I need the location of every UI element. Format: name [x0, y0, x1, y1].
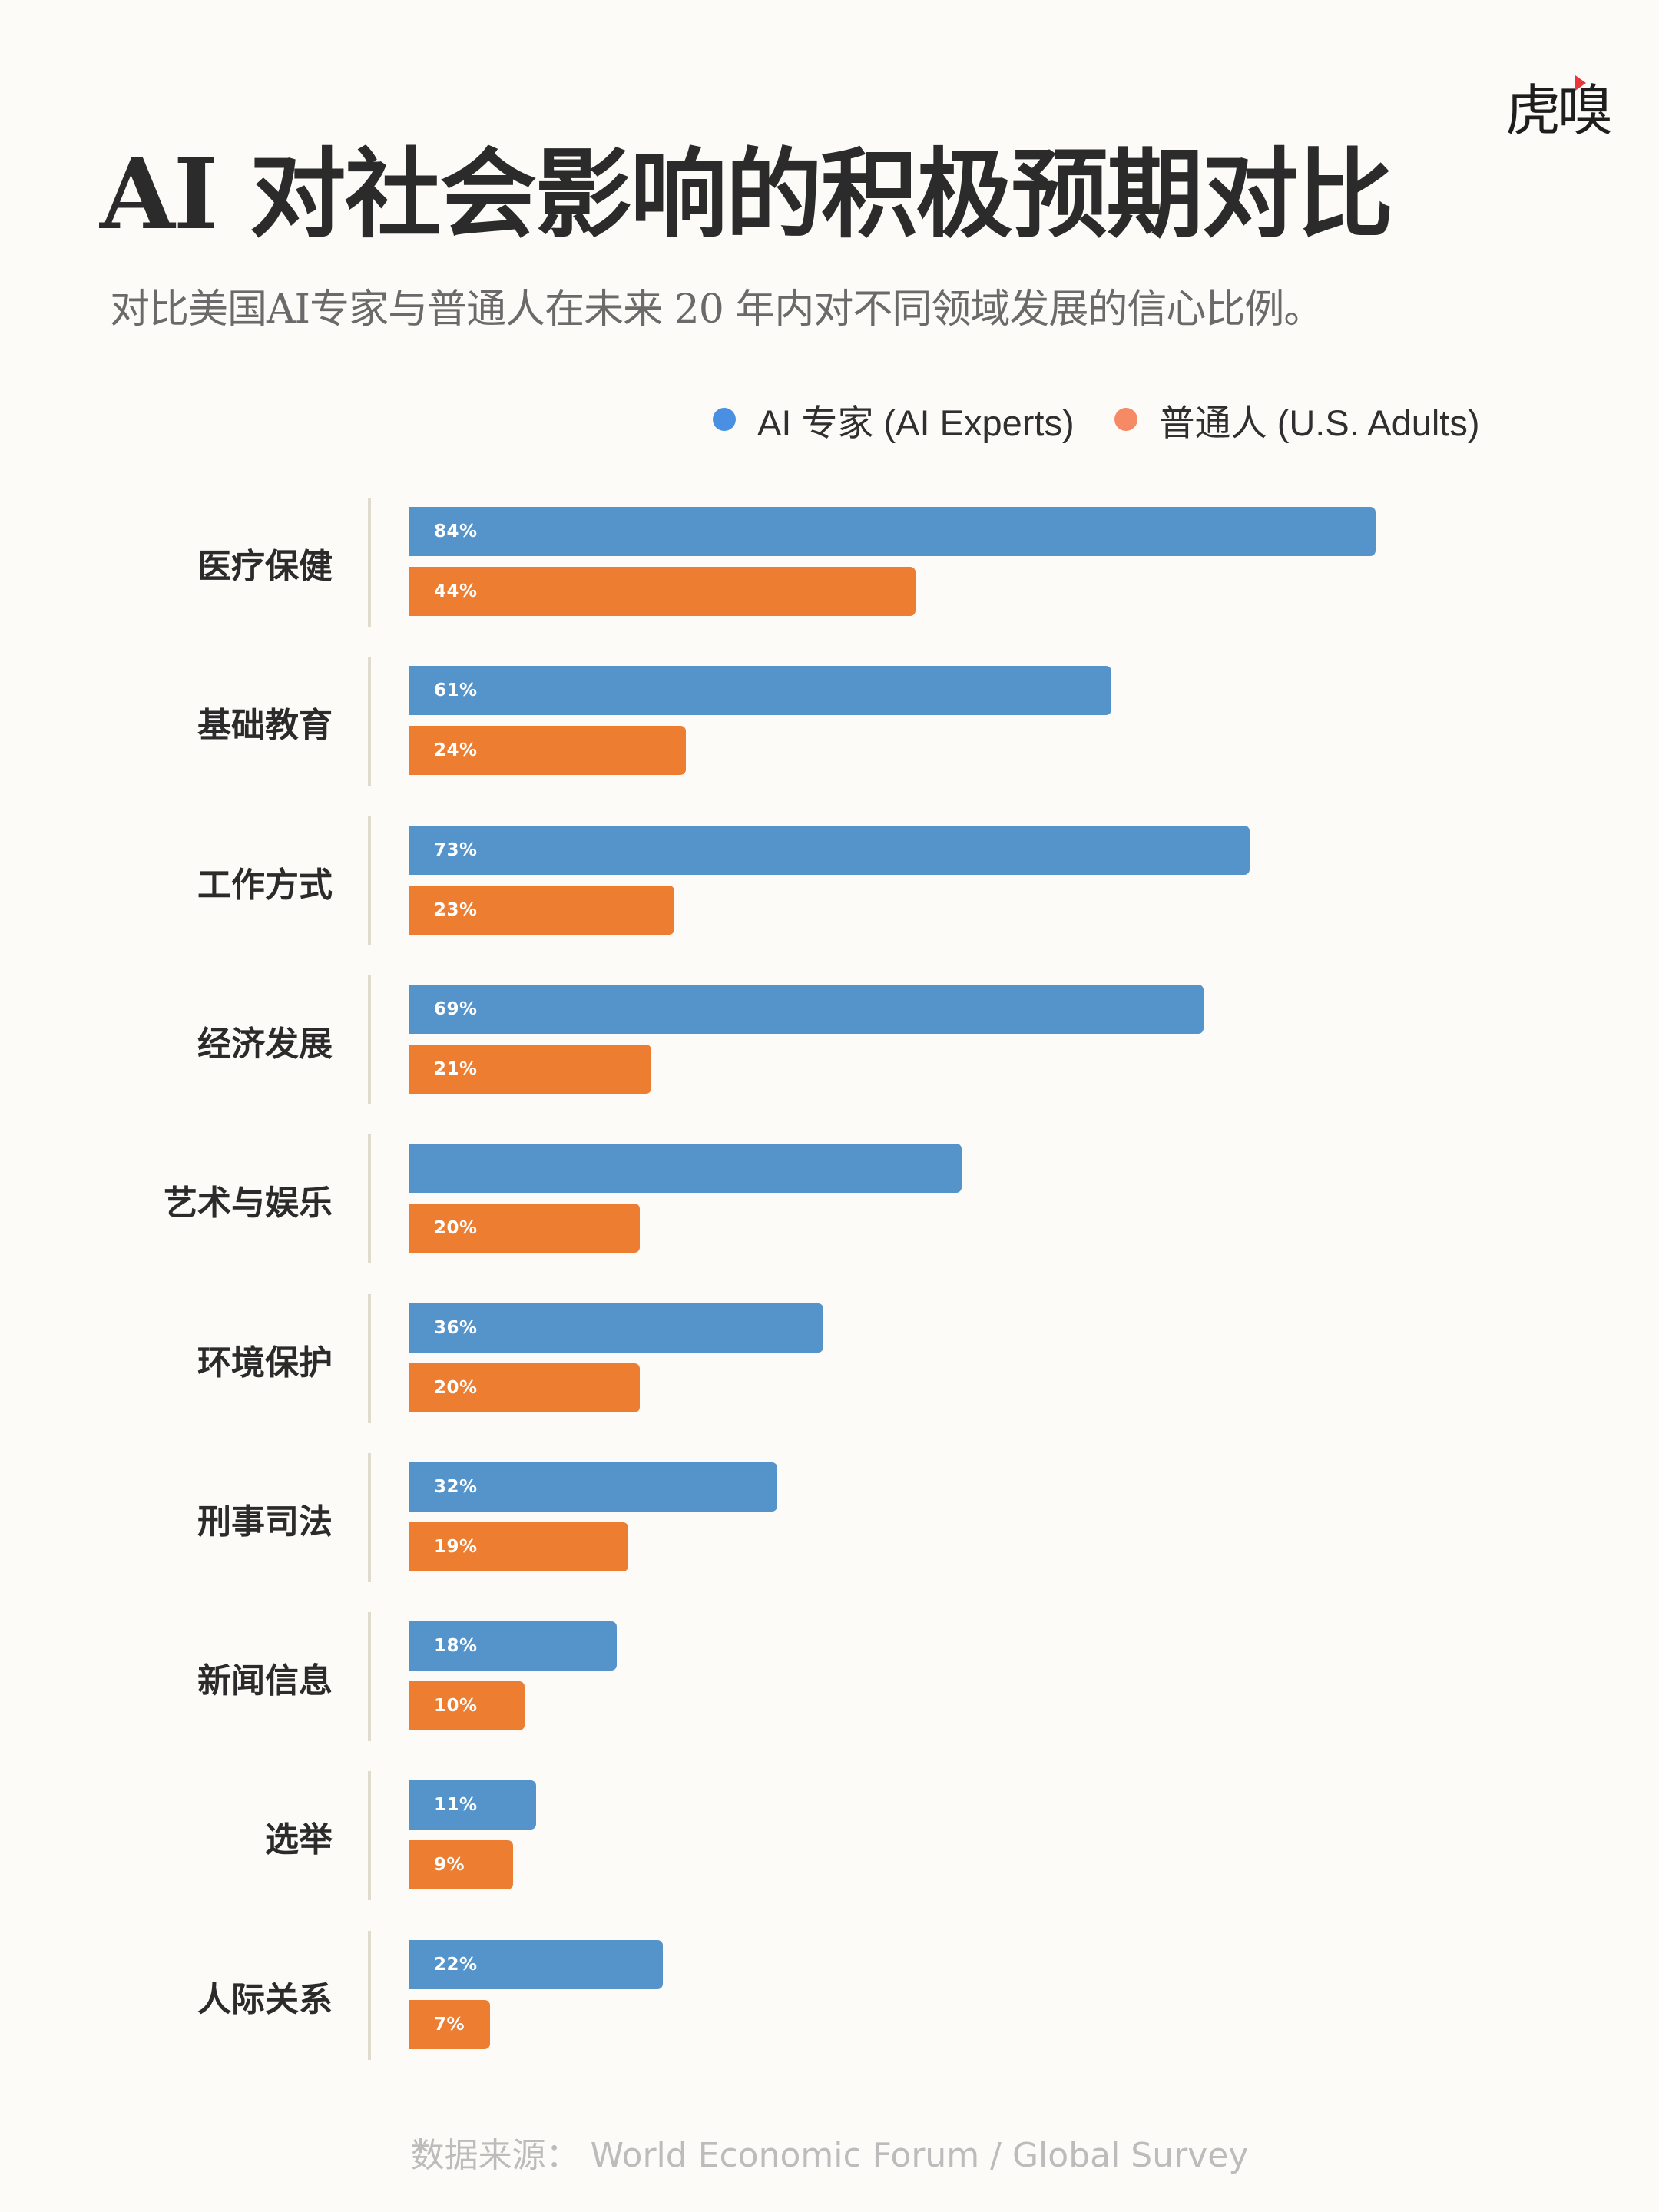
- category-label: 环境保护: [197, 1343, 333, 1382]
- category-group: 选举 11% 9%: [0, 1771, 1659, 1902]
- bar-us-adults: 7%: [409, 2000, 490, 2049]
- category-group: 刑事司法 32% 19%: [0, 1453, 1659, 1584]
- bar-value-label: 44%: [434, 581, 478, 601]
- bar-value-label: 69%: [434, 999, 478, 1019]
- category-group: 人际关系 22% 7%: [0, 1931, 1659, 2061]
- legend-label: AI 专家 (AI Experts): [757, 402, 1075, 443]
- category-group: 新闻信息 18% 10%: [0, 1612, 1659, 1743]
- bar-value-label: 32%: [434, 1477, 478, 1497]
- bar-value-label: 18%: [434, 1636, 478, 1656]
- axis-divider: [368, 498, 371, 627]
- bar-value-label: 20%: [434, 1218, 478, 1238]
- bar-ai-experts: 32%: [409, 1462, 777, 1512]
- legend-item-adults: 普通人 (U.S. Adults): [1114, 393, 1480, 446]
- page-title: AI 对社会影响的积极预期对比: [100, 137, 1394, 251]
- bar-value-label: 23%: [434, 900, 478, 920]
- bar-us-adults: 24%: [409, 726, 686, 775]
- bar-us-adults: 23%: [409, 886, 674, 935]
- bar-ai-experts: 61%: [409, 666, 1111, 715]
- bar-value-label: 9%: [434, 1855, 465, 1875]
- brand-logo: 虎嗅: [1505, 75, 1613, 138]
- category-label: 工作方式: [197, 866, 333, 905]
- page-subtitle: 对比美国AI专家与普通人在未来 20 年内对不同领域发展的信心比例。: [110, 286, 1323, 333]
- bar-value-label: 36%: [434, 1318, 478, 1338]
- category-label: 选举: [265, 1820, 333, 1859]
- legend-dot-icon: [1114, 408, 1137, 431]
- axis-divider: [368, 1612, 371, 1741]
- axis-divider: [368, 1453, 371, 1582]
- brand-logo-text: 虎嗅: [1505, 78, 1613, 143]
- legend-dot-icon: [713, 408, 736, 431]
- bar-value-label: 61%: [434, 680, 478, 700]
- category-label: 刑事司法: [197, 1502, 333, 1541]
- bar-us-adults: 9%: [409, 1840, 513, 1889]
- bar-us-adults: 20%: [409, 1204, 640, 1253]
- bar-us-adults: 21%: [409, 1045, 651, 1094]
- axis-divider: [368, 657, 371, 786]
- axis-divider: [368, 816, 371, 945]
- category-group: 医疗保健 84% 44%: [0, 498, 1659, 628]
- category-group: 经济发展 69% 21%: [0, 975, 1659, 1106]
- bar-value-label: 21%: [434, 1059, 478, 1079]
- bar-value-label: 84%: [434, 522, 478, 541]
- bar-us-adults: 20%: [409, 1363, 640, 1412]
- bar-us-adults: 44%: [409, 567, 916, 616]
- bar-ai-experts: 11%: [409, 1780, 536, 1830]
- bar-ai-experts: 36%: [409, 1303, 823, 1353]
- play-triangle-icon: [1575, 75, 1586, 91]
- bar-value-label: 10%: [434, 1696, 478, 1716]
- bar-ai-experts: [409, 1144, 962, 1193]
- bar-value-label: 11%: [434, 1795, 478, 1815]
- category-group: 基础教育 61% 24%: [0, 657, 1659, 787]
- axis-divider: [368, 1134, 371, 1263]
- bar-value-label: 22%: [434, 1955, 478, 1975]
- category-label: 经济发展: [197, 1025, 333, 1064]
- bar-ai-experts: 18%: [409, 1621, 617, 1671]
- axis-divider: [368, 1931, 371, 2060]
- category-label: 医疗保健: [197, 547, 333, 586]
- bar-ai-experts: 73%: [409, 826, 1250, 875]
- category-label: 艺术与娱乐: [164, 1184, 333, 1223]
- axis-divider: [368, 975, 371, 1104]
- legend-item-experts: AI 专家 (AI Experts): [713, 393, 1075, 446]
- category-label: 基础教育: [197, 706, 333, 745]
- bar-value-label: 24%: [434, 740, 478, 760]
- bar-value-label: 19%: [434, 1537, 478, 1557]
- data-source: 数据来源： World Economic Forum / Global Surv…: [410, 2136, 1249, 2175]
- axis-divider: [368, 1771, 371, 1900]
- category-label: 新闻信息: [197, 1661, 333, 1700]
- bar-ai-experts: 84%: [409, 507, 1376, 556]
- bar-us-adults: 19%: [409, 1522, 628, 1571]
- bar-value-label: 20%: [434, 1378, 478, 1398]
- axis-divider: [368, 1294, 371, 1423]
- category-group: 环境保护 36% 20%: [0, 1294, 1659, 1425]
- bar-ai-experts: 22%: [409, 1940, 663, 1989]
- legend-label: 普通人 (U.S. Adults): [1158, 402, 1480, 443]
- bar-us-adults: 10%: [409, 1681, 525, 1730]
- category-group: 工作方式 73% 23%: [0, 816, 1659, 947]
- bar-value-label: 73%: [434, 840, 478, 860]
- bar-value-label: 7%: [434, 2015, 465, 2035]
- category-group: 艺术与娱乐 20%: [0, 1134, 1659, 1265]
- bar-ai-experts: 69%: [409, 985, 1204, 1034]
- chart-legend: AI 专家 (AI Experts) 普通人 (U.S. Adults): [713, 396, 1480, 443]
- category-label: 人际关系: [197, 1980, 333, 2019]
